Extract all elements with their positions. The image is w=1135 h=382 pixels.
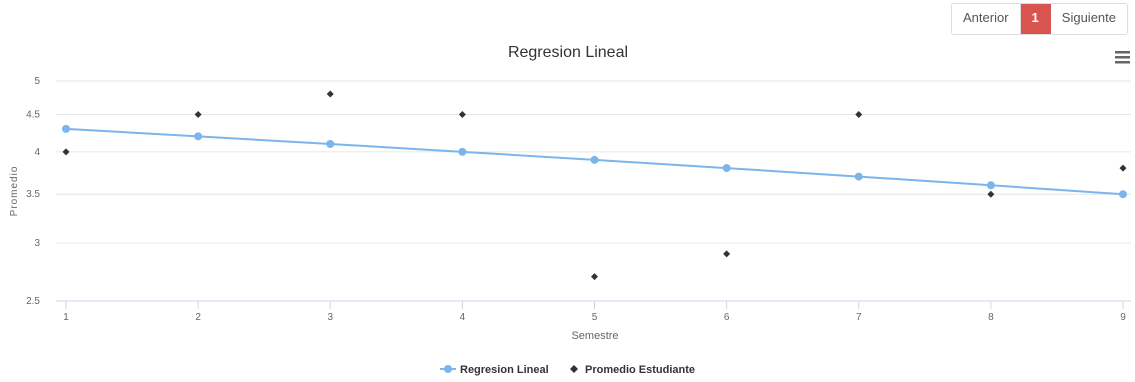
next-page-button[interactable]: Siguiente (1050, 4, 1127, 34)
regression-point[interactable] (458, 147, 467, 156)
pagination: Anterior 1 Siguiente (951, 3, 1128, 35)
x-axis-ticks: 1 2 3 4 5 6 7 8 9 (63, 301, 1126, 323)
y-tick-label: 4.5 (26, 109, 40, 120)
legend-label-student: Promedio Estudiante (585, 364, 695, 376)
x-tick-label: 4 (460, 312, 466, 323)
student-point[interactable] (1119, 164, 1127, 172)
regression-point[interactable] (194, 132, 203, 141)
y-axis-ticks: 2.5 3 3.5 4 4.5 5 (26, 76, 40, 307)
chart-title: Regresion Lineal (508, 44, 628, 61)
series-layer (62, 90, 1127, 281)
legend-item-student[interactable]: Promedio Estudiante (570, 364, 695, 376)
student-point[interactable] (194, 110, 202, 118)
x-tick-label: 9 (1120, 312, 1126, 323)
y-tick-label: 3.5 (26, 189, 40, 200)
legend: Regresion Lineal Promedio Estudiante (440, 364, 695, 376)
student-point[interactable] (723, 250, 731, 258)
legend-label-regression: Regresion Lineal (460, 364, 549, 376)
x-tick-label: 3 (327, 312, 333, 323)
x-tick-label: 8 (988, 312, 994, 323)
regression-point[interactable] (326, 139, 335, 148)
x-axis-label: Semestre (571, 330, 618, 342)
x-tick-label: 2 (195, 312, 201, 323)
regression-point[interactable] (854, 172, 863, 181)
y-tick-label: 2.5 (26, 296, 40, 307)
student-point[interactable] (591, 273, 598, 281)
regression-point[interactable] (986, 181, 995, 190)
student-point[interactable] (855, 110, 863, 118)
legend-diamond-icon (570, 365, 578, 373)
regression-point[interactable] (722, 164, 731, 173)
grid-lines (56, 80, 1131, 302)
student-point[interactable] (62, 148, 70, 156)
x-tick-label: 5 (592, 312, 598, 323)
hamburger-menu-icon[interactable] (1115, 51, 1130, 64)
x-tick-label: 1 (63, 312, 69, 323)
regression-point[interactable] (1119, 190, 1127, 199)
x-tick-label: 7 (856, 312, 862, 323)
regression-point[interactable] (62, 124, 70, 133)
student-point[interactable] (987, 190, 995, 198)
legend-circle-icon (444, 365, 452, 373)
previous-page-button[interactable]: Anterior (952, 4, 1021, 34)
y-tick-label: 4 (34, 147, 40, 158)
y-tick-label: 5 (34, 76, 40, 87)
regression-point[interactable] (590, 155, 599, 164)
y-tick-label: 3 (34, 238, 40, 249)
x-tick-label: 6 (724, 312, 730, 323)
student-point[interactable] (326, 90, 334, 98)
y-axis-label: Promedio (9, 166, 20, 217)
legend-item-regression[interactable]: Regresion Lineal (440, 364, 549, 376)
current-page-button[interactable]: 1 (1020, 4, 1051, 34)
student-point[interactable] (458, 110, 466, 118)
